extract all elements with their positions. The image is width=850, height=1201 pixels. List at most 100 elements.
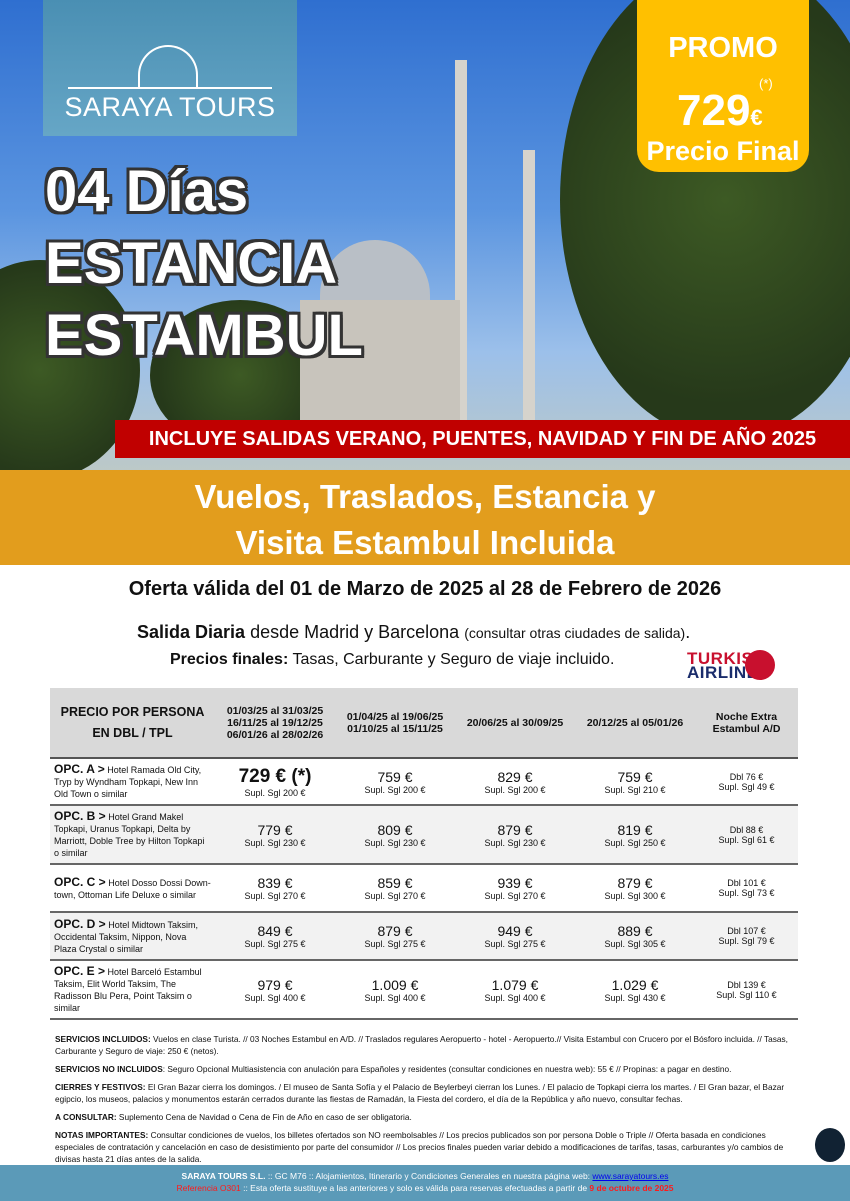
- single-supplement: Supl. Sgl 400 €: [364, 992, 426, 1003]
- note-label: A CONSULTAR:: [55, 1112, 117, 1122]
- column-header: 20/06/25 al 30/09/25: [455, 688, 575, 759]
- column-header: 01/03/25 al 31/03/25 16/11/25 al 19/12/2…: [215, 688, 335, 759]
- price: 1.009 €: [371, 976, 419, 993]
- price-cell: 809 € Supl. Sgl 230 €: [335, 805, 455, 865]
- price-cell: 759 € Supl. Sgl 200 €: [335, 758, 455, 806]
- extra-dbl: Dbl 139 €: [727, 979, 766, 990]
- price-cell: 819 € Supl. Sgl 250 €: [575, 805, 695, 865]
- turkish-airlines-bird-icon: [745, 650, 775, 680]
- prices-note: Precios finales: Tasas, Carburante y Seg…: [170, 651, 614, 669]
- footer-company: SARAYA TOURS S.L.: [181, 1171, 266, 1181]
- subtitle-band: Vuelos, Traslados, Estancia y Visita Est…: [0, 470, 850, 565]
- extra-dbl: Dbl 88 €: [729, 824, 764, 835]
- price: 729 € (*): [238, 765, 312, 787]
- extra-night-cell: Dbl 88 € Supl. Sgl 61 €: [695, 805, 798, 865]
- price: 949 €: [497, 923, 533, 939]
- note-text: Suplemento Cena de Navidad o Cena de Fin…: [116, 1112, 412, 1122]
- hotel-list: Hotel Dosso Dossi Down-town, Ottoman Lif…: [54, 877, 211, 900]
- price-cell: 939 € Supl. Sgl 270 €: [455, 864, 575, 913]
- price: 1.079 €: [491, 976, 539, 993]
- price: 1.029 €: [611, 976, 659, 993]
- footer-validity-text: :: Esta oferta sustituye a las anteriore…: [240, 1183, 590, 1193]
- title-estancia: ESTANCIA: [45, 231, 338, 296]
- extra-sgl: Supl. Sgl 73 €: [718, 888, 775, 898]
- hotel-option: OPC. C > Hotel Dosso Dossi Down-town, Ot…: [50, 864, 215, 913]
- note-paragraph: NOTAS IMPORTANTES: Consultar condiciones…: [55, 1129, 800, 1165]
- currency: €: [750, 105, 763, 130]
- promo-asterisk: (*): [759, 76, 773, 91]
- price-cell: 779 € Supl. Sgl 230 €: [215, 805, 335, 865]
- hotel-list: Hotel Grand Makel Topkapi, Uranus Topkap…: [54, 812, 205, 858]
- single-supplement: Supl. Sgl 400 €: [244, 992, 306, 1003]
- prices-note-label: Precios finales:: [170, 651, 289, 668]
- title-days: 04 Días: [45, 159, 249, 224]
- extra-dbl: Dbl 101 €: [727, 878, 766, 888]
- promo-final: Precio Final: [646, 136, 800, 166]
- column-header: PRECIO POR PERSONA EN DBL / TPL: [50, 688, 215, 759]
- option-label: OPC. B >: [54, 809, 106, 823]
- price-cell: 759 € Supl. Sgl 210 €: [575, 758, 695, 806]
- single-supplement: Supl. Sgl 230 €: [244, 837, 306, 848]
- table-row: OPC. B > Hotel Grand Makel Topkapi, Uran…: [50, 805, 798, 865]
- subtitle-line1: Vuelos, Traslados, Estancia y: [194, 478, 656, 515]
- departure-note: (consultar otras ciudades de salida): [464, 625, 686, 641]
- validity-date: 9 de octubre de 2025: [589, 1183, 674, 1193]
- hotel-option: OPC. E > Hotel Barceló Estambul Taksim, …: [50, 960, 215, 1020]
- title-estambul: ESTAMBUL: [45, 303, 363, 368]
- subtitle-line2: Visita Estambul Incluida: [235, 524, 615, 561]
- note-text: Vuelos en clase Turista. // 03 Noches Es…: [55, 1034, 788, 1056]
- price: 839 €: [257, 875, 293, 891]
- price-table: PRECIO POR PERSONA EN DBL / TPL 01/03/25 …: [50, 688, 798, 1020]
- extra-night-cell: Dbl 101 € Supl. Sgl 73 €: [695, 864, 798, 913]
- table-row: OPC. D > Hotel Midtown Taksim, Occidenta…: [50, 912, 798, 961]
- single-supplement: Supl. Sgl 300 €: [604, 891, 666, 901]
- extra-sgl: Supl. Sgl 79 €: [718, 936, 775, 946]
- price-value: 729: [677, 86, 751, 135]
- price: 849 €: [257, 923, 293, 939]
- single-supplement: Supl. Sgl 430 €: [604, 992, 666, 1003]
- extra-night-cell: Dbl 139 € Supl. Sgl 110 €: [695, 960, 798, 1020]
- promo-label: PROMO: [668, 32, 778, 64]
- note-label: CIERRES Y FESTIVOS:: [55, 1082, 146, 1092]
- option-label: OPC. A >: [54, 762, 105, 776]
- price-cell: 849 € Supl. Sgl 275 €: [215, 912, 335, 961]
- footer-text: :: GC M76 :: Alojamientos, Itinerario y …: [265, 1171, 593, 1181]
- single-supplement: Supl. Sgl 270 €: [484, 891, 546, 901]
- price: 809 €: [377, 821, 413, 838]
- price: 939 €: [497, 875, 533, 891]
- single-supplement: Supl. Sgl 230 €: [364, 837, 426, 848]
- option-label: OPC. D >: [54, 916, 106, 931]
- single-supplement: Supl. Sgl 305 €: [604, 939, 666, 949]
- hotel-option: OPC. D > Hotel Midtown Taksim, Occidenta…: [50, 912, 215, 961]
- note-label: NOTAS IMPORTANTES:: [55, 1130, 149, 1140]
- note-label: SERVICIOS INCLUIDOS:: [55, 1034, 151, 1044]
- includes-banner: INCLUYE SALIDAS VERANO, PUENTES, NAVIDAD…: [115, 420, 850, 458]
- note-label: SERVICIOS NO INCLUIDOS: [55, 1064, 163, 1074]
- price-cell: 859 € Supl. Sgl 270 €: [335, 864, 455, 913]
- price-cell: 1.029 € Supl. Sgl 430 €: [575, 960, 695, 1020]
- price-cell: 829 € Supl. Sgl 200 €: [455, 758, 575, 806]
- price: 879 €: [377, 923, 413, 939]
- single-supplement: Supl. Sgl 230 €: [484, 837, 546, 848]
- departure-info: Salida Diaria desde Madrid y Barcelona (…: [137, 622, 690, 643]
- hotel-option: OPC. B > Hotel Grand Makel Topkapi, Uran…: [50, 805, 215, 865]
- extra-night-cell: Dbl 76 € Supl. Sgl 49 €: [695, 758, 798, 806]
- table-row: OPC. C > Hotel Dosso Dossi Down-town, Ot…: [50, 864, 798, 913]
- price: 889 €: [617, 923, 653, 939]
- brand-name: SARAYA TOURS: [64, 92, 276, 122]
- app-badge-icon[interactable]: [815, 1128, 845, 1162]
- price-cell: 879 € Supl. Sgl 230 €: [455, 805, 575, 865]
- table-row: OPC. E > Hotel Barceló Estambul Taksim, …: [50, 960, 798, 1020]
- price-cell: 979 € Supl. Sgl 400 €: [215, 960, 335, 1020]
- website-link[interactable]: www.sarayatours.es: [592, 1171, 669, 1181]
- column-header: Noche Extra Estambul A/D: [695, 688, 798, 759]
- note-text: Consultar condiciones de vuelos, los bil…: [55, 1130, 784, 1164]
- reference: Referencia O301: [176, 1183, 241, 1193]
- note-paragraph: SERVICIOS NO INCLUIDOS: Seguro Opcional …: [55, 1063, 800, 1075]
- price: 779 €: [257, 821, 293, 838]
- note-paragraph: CIERRES Y FESTIVOS: El Gran Bazar cierra…: [55, 1081, 800, 1105]
- promo-badge: PROMO (*) 729€ Precio Final: [637, 0, 809, 172]
- price-cell: 949 € Supl. Sgl 275 €: [455, 912, 575, 961]
- footer: SARAYA TOURS S.L. :: GC M76 :: Alojamien…: [0, 1165, 850, 1201]
- price: 879 €: [617, 875, 653, 891]
